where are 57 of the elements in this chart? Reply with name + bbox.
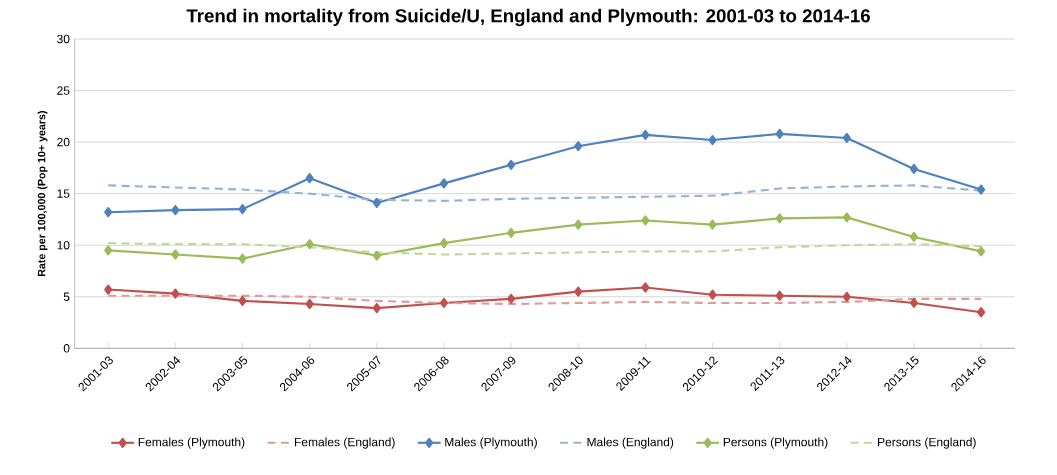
y-tick-label: 0 [63,344,70,353]
legend-label: Males (England) [587,437,674,449]
point [439,297,449,309]
point [775,290,784,301]
point [842,212,851,223]
point [775,128,784,139]
point [708,219,717,230]
point [439,238,449,249]
point [708,289,717,300]
point [909,231,919,243]
y-tick-label: 25 [57,86,70,95]
point [372,197,381,209]
point [238,253,247,264]
y-tick-label: 15 [57,189,70,198]
point [238,295,247,306]
point [439,178,449,189]
point [909,297,919,309]
y-tick-label: 5 [63,292,70,301]
point [104,207,113,218]
legend-label: Females (Plymouth) [138,437,245,449]
point [641,129,650,140]
point [574,219,583,230]
point [641,282,650,293]
legend-label: Females (England) [295,437,395,449]
point [507,227,516,238]
point [507,293,516,304]
legend-label: Males (Plymouth) [445,437,537,449]
y-tick-label: 20 [57,137,70,147]
point [171,249,180,260]
y-tick-label: 10 [57,240,70,250]
point [574,286,583,297]
point [104,284,113,295]
point [842,291,851,302]
point [842,132,851,144]
legend-label: Persons (England) [878,437,976,449]
chart-title: Trend in mortality from Suicide/U, England and Plymouth: 2001-03 to 2014-16 [186,8,870,27]
y-axis-title: Rate per 100,000 (Pop 10+ years) [37,111,48,277]
point [372,303,381,314]
point [104,245,113,256]
point [977,246,986,257]
point [171,288,180,299]
legend-label: Persons (Plymouth) [723,437,828,449]
point [305,239,314,250]
y-tick-label: 30 [57,34,70,44]
point [238,204,247,215]
point [977,184,986,195]
point [372,250,381,261]
point [574,141,583,152]
point [708,134,717,146]
point [305,298,314,310]
point [977,307,986,318]
point [305,173,314,184]
point [507,159,516,170]
point [641,215,650,226]
point [171,205,180,216]
point [775,213,784,224]
point [909,163,919,174]
